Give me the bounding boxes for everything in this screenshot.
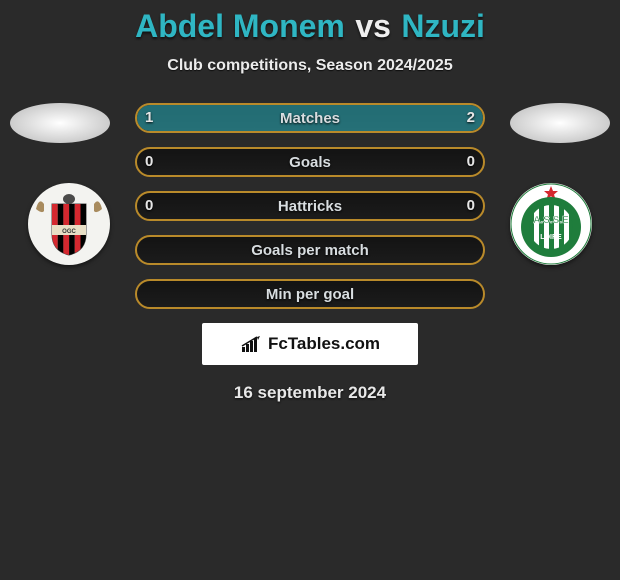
stat-value-right: 0: [457, 147, 485, 177]
stat-value-left: 0: [135, 147, 163, 177]
branding-text: FcTables.com: [268, 334, 380, 354]
saint-etienne-crest-icon: SAINT-ETIENNE A.S.S.E LOIRE: [510, 183, 592, 265]
player1-photo: [10, 103, 110, 143]
nice-crest-icon: OGC: [34, 189, 104, 259]
stat-bar-bg: [135, 279, 485, 309]
main-area: OGC SAINT-ETIENNE A.S.S.E LOIRE Matches1…: [0, 103, 620, 403]
title-vs: vs: [355, 8, 391, 44]
stat-bar-bg: [135, 235, 485, 265]
player1-name: Abdel Monem: [135, 8, 345, 44]
bar-fill-right: [252, 105, 483, 131]
date-label: 16 september 2024: [0, 383, 620, 403]
stat-row: Goals00: [135, 147, 485, 177]
stat-row: Matches12: [135, 103, 485, 133]
stat-value-left: 1: [135, 103, 163, 133]
stat-row: Min per goal: [135, 279, 485, 309]
stat-bar-bg: [135, 103, 485, 133]
comparison-title: Abdel Monem vs Nzuzi: [0, 0, 620, 45]
svg-text:LOIRE: LOIRE: [540, 234, 562, 241]
subtitle: Club competitions, Season 2024/2025: [0, 57, 620, 75]
player2-name: Nzuzi: [401, 8, 485, 44]
fctables-logo-icon: [240, 333, 262, 355]
stat-bar-bg: [135, 147, 485, 177]
club-crest-right: SAINT-ETIENNE A.S.S.E LOIRE: [510, 183, 592, 265]
stat-value-right: 2: [457, 103, 485, 133]
player2-photo: [510, 103, 610, 143]
club-crest-left: OGC: [28, 183, 110, 265]
svg-text:OGC: OGC: [62, 229, 76, 235]
stat-row: Hattricks00: [135, 191, 485, 221]
branding-badge: FcTables.com: [202, 323, 418, 365]
stat-value-right: 0: [457, 191, 485, 221]
stat-bar-bg: [135, 191, 485, 221]
stat-bars: Matches12Goals00Hattricks00Goals per mat…: [135, 103, 485, 309]
stat-value-left: 0: [135, 191, 163, 221]
svg-text:A.S.S.E: A.S.S.E: [533, 215, 569, 226]
stat-row: Goals per match: [135, 235, 485, 265]
